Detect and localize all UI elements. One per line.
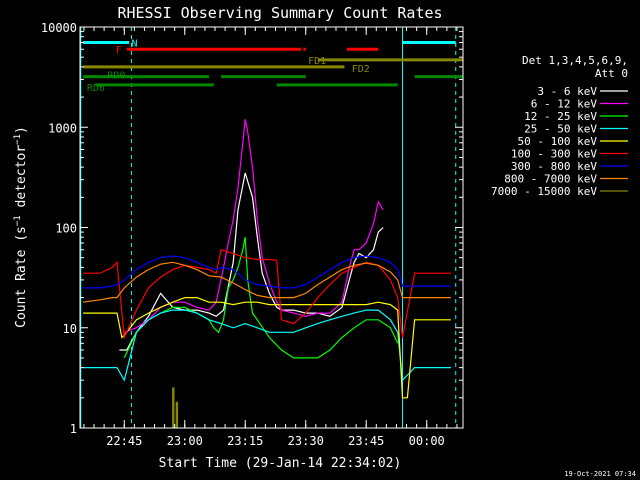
status-bar-label-fd1: FD1 (308, 56, 326, 67)
x-tick-label-2: 23:00 (167, 434, 203, 448)
legend-label-8: 800 - 7000 keV (504, 173, 597, 186)
legend-header-line-2: Att 0 (595, 67, 628, 80)
series-line-7 (83, 255, 451, 289)
series-line-8 (83, 261, 451, 303)
y-tick-label-1: 1 (70, 422, 77, 436)
series-line-5 (83, 297, 451, 399)
status-bar-label-n: N (132, 39, 138, 50)
y-tick-label-4: 1000 (48, 121, 77, 135)
x-axis-label: Start Time (29-Jan-14 22:34:02) (159, 456, 402, 471)
x-tick-label-1: 22:45 (106, 434, 142, 448)
y-axis-label: Count Rate (s−1 detector−1) (13, 126, 29, 328)
status-bar-label-rd6: RD6 (87, 83, 105, 94)
series-line-6 (83, 248, 451, 340)
plot-area (80, 27, 463, 428)
series-line-4 (83, 309, 451, 382)
y-axis-label-part-2: −1 (13, 215, 23, 226)
legend-label-7: 300 - 800 keV (511, 160, 597, 173)
axis-ticks: 22:45 23:00 23:15 23:30 23:45 00:00 1 10 100 1000… (41, 21, 463, 448)
legend-label-9: 7000 - 15000 keV (491, 185, 597, 198)
y-axis-label-text: Count Rate (s−1 detector−1) (13, 126, 29, 328)
x-tick-label-4: 23:30 (288, 434, 324, 448)
y-axis-label-part-1: Count Rate (s (14, 226, 29, 328)
legend-label-5: 50 - 100 keV (518, 135, 598, 148)
status-bar-label-fd2: FD2 (352, 64, 370, 75)
y-axis-label-part-3: detector (14, 145, 29, 216)
legend-label-2: 6 - 12 keV (531, 98, 598, 111)
x-tick-label-3: 23:15 (227, 434, 263, 448)
series-line-9 (172, 387, 179, 428)
y-axis-label-part-4: −1 (13, 134, 23, 145)
status-bar-label-rd0: RD0 (107, 71, 125, 82)
timestamp: 19-Oct-2021 07:34 (564, 470, 636, 478)
y-tick-label-5: 10000 (41, 21, 77, 35)
x-tick-label-6: 00:00 (409, 434, 445, 448)
series-line-3 (123, 237, 399, 359)
x-tick-label-5: 23:45 (348, 434, 384, 448)
legend-label-6: 100 - 300 keV (511, 148, 597, 161)
chart-title: RHESSI Observing Summary Count Rates (117, 4, 442, 22)
y-axis-label-part-5: ) (14, 126, 29, 134)
y-tick-label-2: 10 (63, 322, 77, 336)
legend-label-1: 3 - 6 keV (537, 85, 597, 98)
legend-label-4: 25 - 50 keV (524, 123, 597, 136)
y-tick-label-3: 100 (55, 222, 77, 236)
legend-header-line-1: Det 1,3,4,5,6,9, (522, 54, 628, 67)
legend-label-3: 12 - 25 keV (524, 110, 597, 123)
status-bar-label-f: F (116, 45, 122, 56)
